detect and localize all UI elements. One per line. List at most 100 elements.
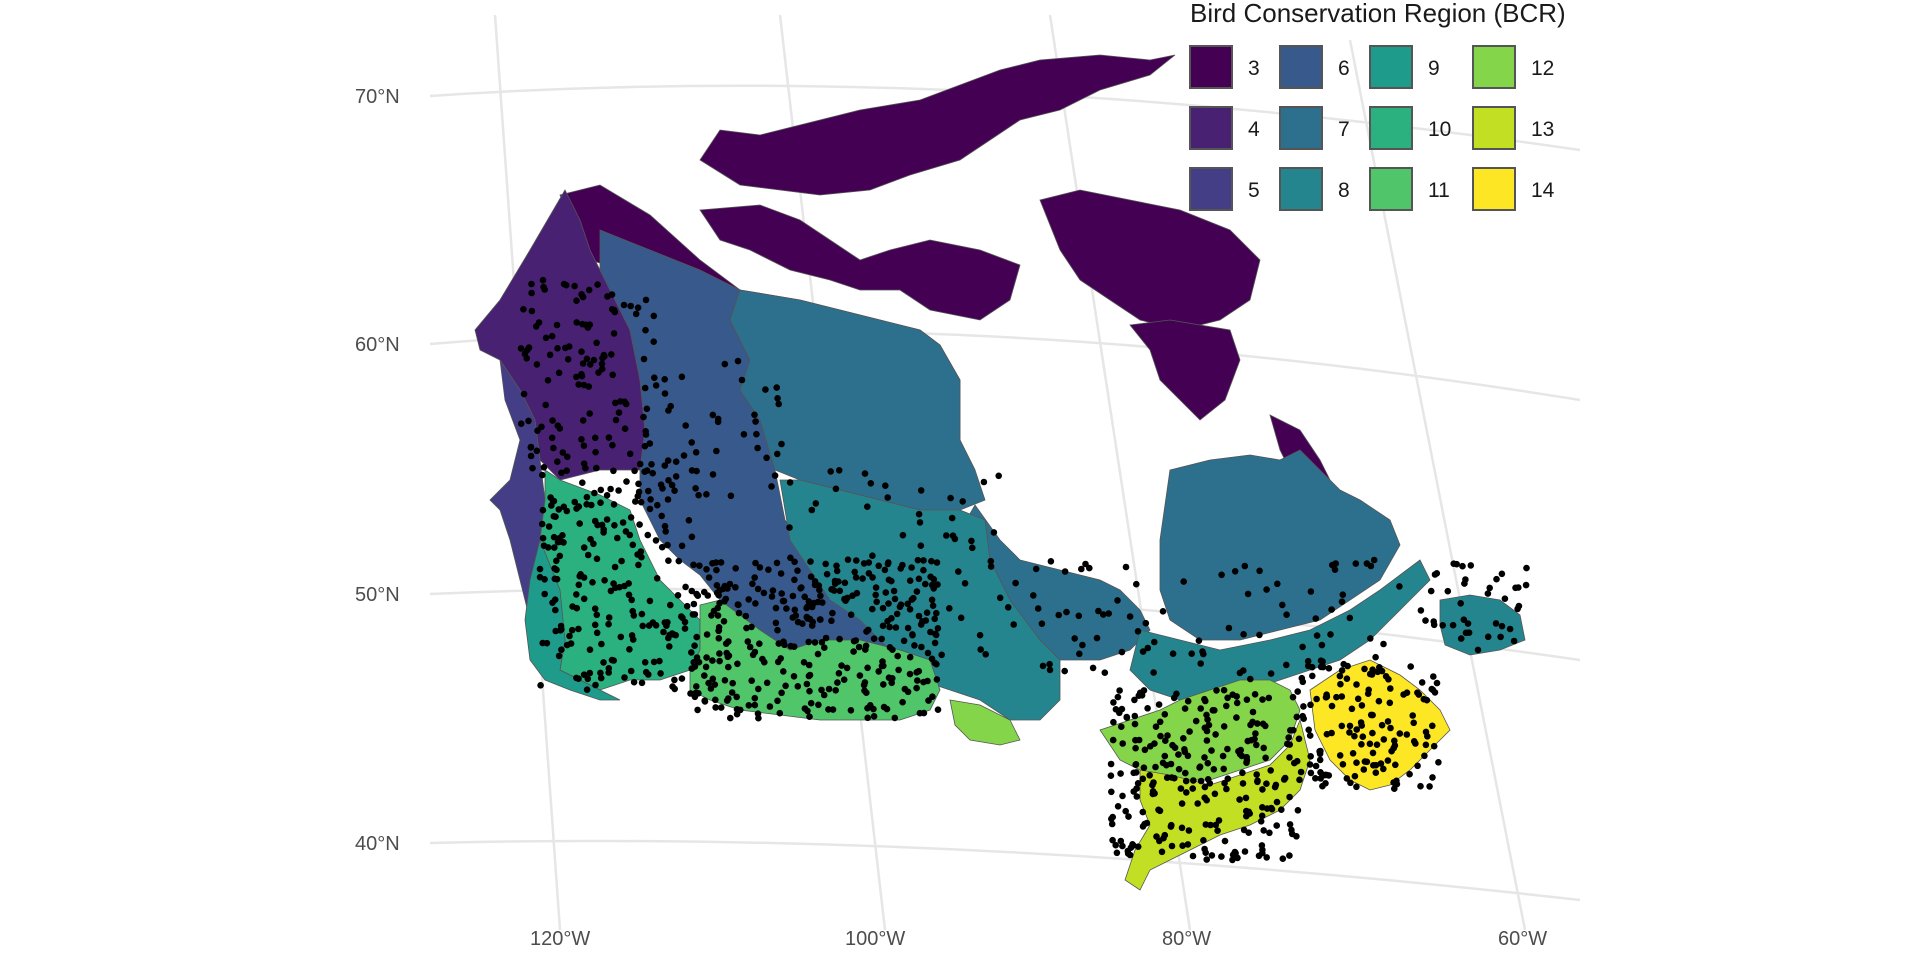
- observation-point: [809, 618, 816, 626]
- observation-point: [586, 646, 594, 653]
- observation-point: [593, 555, 601, 563]
- observation-point: [878, 635, 885, 643]
- observation-point: [922, 617, 930, 624]
- observation-point: [1354, 695, 1362, 703]
- observation-point: [1338, 667, 1346, 674]
- observation-point: [587, 535, 594, 543]
- observation-point: [1169, 650, 1177, 657]
- observation-point: [541, 576, 548, 583]
- observation-point: [1457, 600, 1464, 607]
- observation-point: [573, 297, 580, 305]
- legend-swatch-10: [1369, 106, 1413, 150]
- observation-point: [1221, 779, 1228, 787]
- observation-point: [1403, 731, 1411, 738]
- graticule: [429, 14, 1581, 931]
- observation-point: [688, 665, 696, 672]
- observation-point: [822, 634, 830, 642]
- observation-point: [1010, 621, 1017, 628]
- observation-point: [1095, 607, 1102, 615]
- observation-point: [1492, 620, 1500, 627]
- observation-point: [665, 557, 672, 564]
- observation-point: [870, 635, 878, 642]
- observation-point: [794, 567, 801, 574]
- observation-point: [1450, 560, 1457, 567]
- observation-point: [1004, 604, 1012, 611]
- longitude-labels: 120°W 100°W 80°W 60°W: [530, 928, 1547, 950]
- observation-point: [1221, 837, 1229, 845]
- observation-point: [610, 330, 618, 337]
- observation-point: [1204, 716, 1211, 723]
- observation-point: [969, 544, 976, 552]
- observation-point: [1161, 711, 1169, 718]
- observation-point: [1317, 663, 1325, 671]
- observation-point: [1197, 777, 1205, 785]
- observation-point: [580, 381, 588, 389]
- observation-point: [1263, 854, 1270, 861]
- observation-point: [884, 494, 891, 501]
- observation-point: [901, 685, 909, 693]
- observation-point: [1220, 765, 1227, 773]
- observation-point: [693, 683, 700, 690]
- legend-item-7: 7: [1279, 106, 1350, 150]
- observation-point: [611, 308, 619, 316]
- observation-point: [1338, 693, 1346, 700]
- observation-point: [800, 659, 808, 666]
- observation-point: [1327, 631, 1334, 638]
- observation-point: [752, 418, 759, 425]
- observation-point: [913, 588, 921, 595]
- observation-point: [587, 361, 594, 368]
- observation-point: [1346, 722, 1354, 730]
- observation-point: [722, 640, 730, 647]
- observation-point: [885, 576, 893, 584]
- observation-point: [920, 678, 927, 686]
- observation-point: [906, 670, 914, 678]
- observation-point: [742, 612, 750, 620]
- observation-point: [695, 491, 702, 499]
- observation-point: [803, 604, 810, 612]
- observation-point: [600, 659, 607, 666]
- observation-point: [807, 558, 814, 565]
- observation-point: [1338, 722, 1346, 730]
- observation-point: [1131, 712, 1139, 720]
- observation-point: [1100, 611, 1107, 618]
- observation-point: [948, 514, 956, 522]
- observation-point: [781, 641, 788, 649]
- observation-point: [1498, 570, 1506, 578]
- observation-point: [1339, 761, 1347, 768]
- observation-point: [654, 501, 661, 509]
- observation-point: [1229, 856, 1236, 864]
- observation-point: [755, 714, 762, 722]
- observation-point: [814, 650, 822, 658]
- observation-point: [1207, 821, 1214, 829]
- observation-point: [646, 505, 654, 513]
- observation-point: [885, 559, 892, 566]
- observation-point: [1164, 732, 1171, 739]
- observation-point: [1220, 723, 1228, 730]
- observation-point: [917, 487, 925, 494]
- observation-point: [762, 386, 769, 393]
- observation-point: [1248, 736, 1255, 744]
- observation-point: [774, 697, 781, 705]
- observation-point: [751, 701, 759, 709]
- observation-point: [1124, 847, 1132, 855]
- observation-point: [627, 667, 635, 675]
- observation-point: [1407, 663, 1414, 670]
- observation-point: [646, 440, 654, 447]
- observation-point: [542, 334, 550, 342]
- latitude-labels: 70°N 60°N 50°N 40°N: [355, 86, 400, 855]
- observation-point: [1203, 856, 1210, 863]
- observation-point: [584, 551, 592, 559]
- observation-point: [748, 677, 755, 684]
- observation-point: [712, 704, 719, 711]
- observation-point: [1112, 841, 1119, 849]
- observation-point: [598, 360, 606, 368]
- observation-point: [634, 492, 642, 500]
- observation-point: [1112, 706, 1120, 713]
- observation-point: [763, 679, 771, 687]
- observation-point: [600, 351, 608, 359]
- observation-point: [1182, 769, 1189, 777]
- observation-point: [534, 427, 541, 435]
- observation-point: [928, 596, 936, 604]
- observation-point: [774, 626, 781, 634]
- observation-point: [564, 356, 572, 363]
